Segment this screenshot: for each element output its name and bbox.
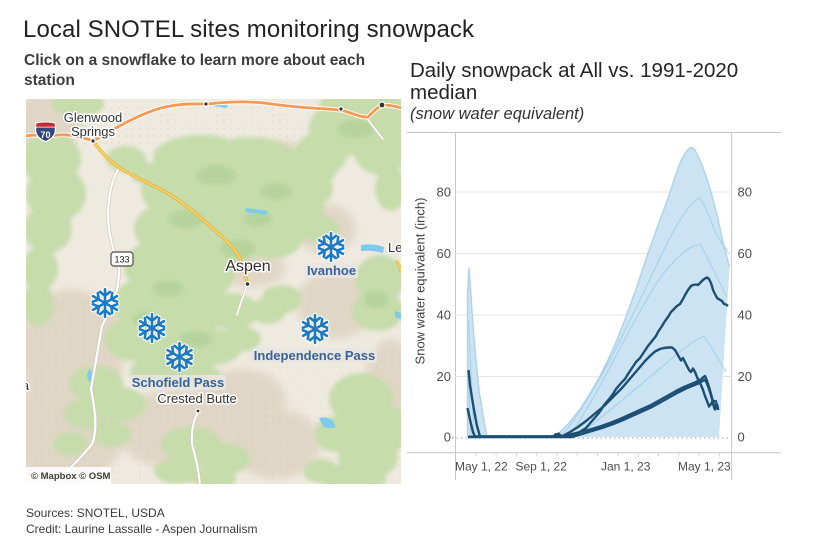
svg-text:Independence Pass: Independence Pass <box>254 348 375 363</box>
svg-text:Aspen: Aspen <box>225 258 270 275</box>
svg-text:60: 60 <box>437 246 451 261</box>
svg-text:Crested Butte: Crested Butte <box>157 391 237 406</box>
svg-text:Jan 1, 23: Jan 1, 23 <box>601 460 651 474</box>
svg-text:Springs: Springs <box>71 124 116 139</box>
svg-text:Leadv: Leadv <box>388 240 401 255</box>
svg-text:Ivanhoe: Ivanhoe <box>307 263 356 278</box>
svg-text:80: 80 <box>437 185 451 200</box>
svg-text:20: 20 <box>437 369 451 384</box>
svg-text:0: 0 <box>738 430 745 445</box>
svg-text:May 1, 23: May 1, 23 <box>678 460 731 474</box>
svg-text:133: 133 <box>114 255 129 265</box>
svg-text:40: 40 <box>437 308 451 323</box>
svg-text:70: 70 <box>40 130 50 140</box>
svg-text:40: 40 <box>738 308 752 323</box>
svg-text:ia: ia <box>26 378 30 393</box>
svg-text:0: 0 <box>444 430 451 445</box>
svg-text:May 1, 22: May 1, 22 <box>455 460 508 474</box>
svg-text:© Mapbox © OSM: © Mapbox © OSM <box>31 471 111 482</box>
svg-text:20: 20 <box>738 369 752 384</box>
svg-text:Glenwood: Glenwood <box>64 110 123 125</box>
svg-text:Sep 1, 22: Sep 1, 22 <box>516 460 568 474</box>
svg-text:80: 80 <box>738 185 752 200</box>
svg-text:Schofield Pass: Schofield Pass <box>132 375 224 390</box>
svg-text:Snow water equivalent (inch): Snow water equivalent (inch) <box>413 198 428 365</box>
svg-text:60: 60 <box>738 246 752 261</box>
